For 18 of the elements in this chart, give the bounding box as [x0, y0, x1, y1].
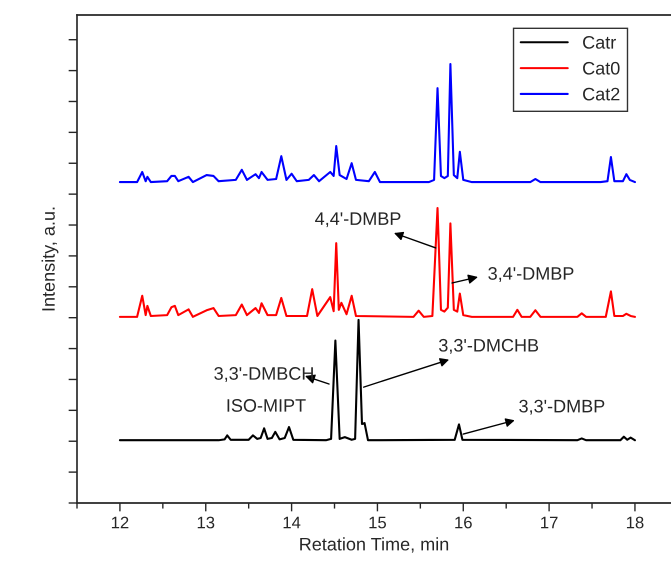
- legend-label: Catr: [583, 36, 616, 49]
- annotation: ISO-MIPT: [228, 399, 306, 412]
- annotation: 3,3'-DMBP: [519, 400, 604, 415]
- x-tick-label: 15: [369, 516, 386, 528]
- x-tick-label: 17: [541, 516, 558, 528]
- x-tick-label: 16: [455, 516, 472, 528]
- x-tick-label: 18: [626, 516, 644, 528]
- x-axis-title: Retation Time, min: [300, 537, 448, 553]
- annotation: 3,3'-DMCHB: [439, 338, 538, 354]
- x-tick-label: 13: [198, 516, 214, 528]
- annotation: 3,4'-DMBP: [488, 267, 574, 282]
- x-tick-label: 12: [112, 516, 128, 528]
- y-axis-title: Intensity, a.u.: [42, 208, 58, 310]
- annotation: 3,3'-DMBCH: [214, 367, 313, 382]
- legend-label: Cat2: [583, 88, 620, 100]
- legend-label: Cat0: [583, 62, 620, 75]
- annotation: 4,4'-DMBP: [315, 212, 400, 228]
- x-tick-label: 14: [284, 516, 300, 528]
